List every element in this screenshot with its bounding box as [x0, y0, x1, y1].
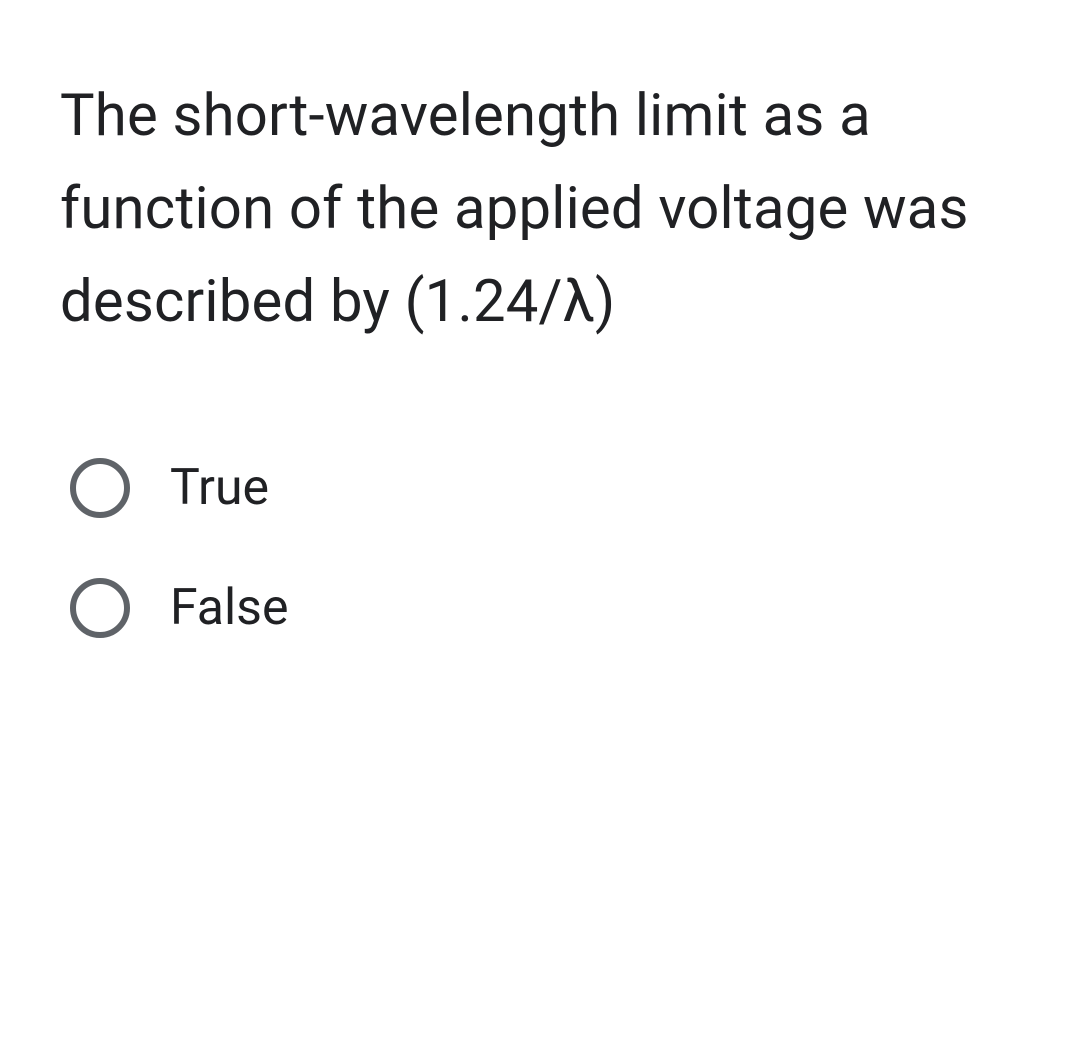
option-true[interactable]: True	[70, 458, 1020, 518]
option-label-true: True	[170, 459, 269, 517]
question-text: The short-wavelength limit as a function…	[60, 70, 1020, 348]
option-false[interactable]: False	[70, 578, 1020, 638]
radio-icon	[70, 578, 130, 638]
option-label-false: False	[170, 579, 288, 637]
options-container: True False	[60, 458, 1020, 638]
radio-icon	[70, 458, 130, 518]
